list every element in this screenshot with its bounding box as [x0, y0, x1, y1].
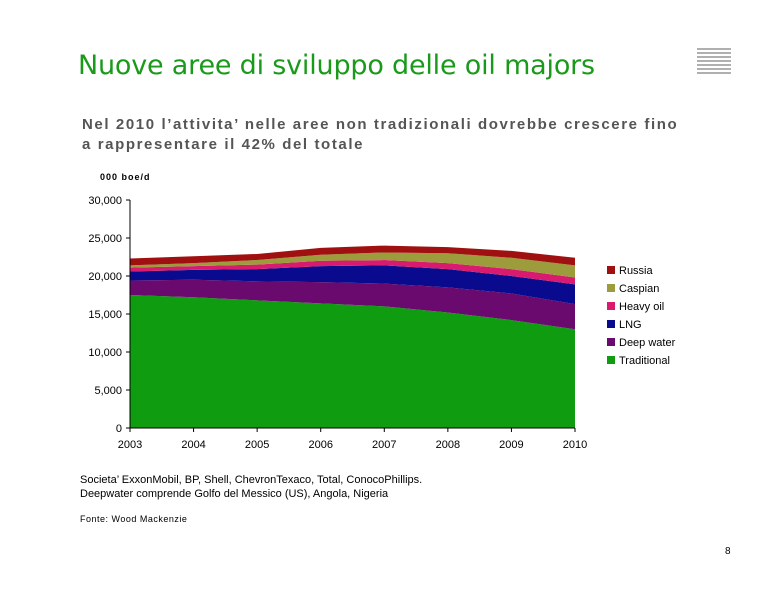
subtitle-line-1: Nel 2010 l’attivita’ nelle aree non trad… [82, 116, 679, 133]
x-tick-label: 2008 [436, 439, 460, 451]
legend-label: LNG [619, 319, 642, 331]
legend-swatch [607, 320, 615, 328]
y-tick-label: 15,000 [88, 309, 122, 321]
y-tick-label: 0 [116, 423, 122, 435]
y-tick-label: 30,000 [88, 195, 122, 207]
legend-swatch [607, 302, 615, 310]
y-tick-label: 20,000 [88, 271, 122, 283]
area-traditional [130, 295, 575, 428]
unit-label: 000 boe/d [100, 172, 151, 182]
area-heavy-oil [130, 260, 575, 285]
chart-legend: Russia Caspian Heavy oil LNG Deep water Tradi… [607, 265, 676, 367]
y-tick-label: 25,000 [88, 233, 122, 245]
legend-label: Traditional [619, 355, 670, 367]
logo-lines-icon [697, 48, 731, 76]
source-note: Fonte: Wood Mackenzie [80, 514, 188, 524]
area-lng [130, 265, 575, 305]
x-tick-label: 2006 [308, 439, 332, 451]
x-tick-label: 2003 [118, 439, 142, 451]
legend-label: Caspian [619, 283, 659, 295]
page-number: 8 [725, 546, 731, 557]
legend-label: Russia [619, 265, 654, 277]
subtitle-line-2: a rappresentare il 42% del totale [82, 136, 365, 153]
x-tick-label: 2004 [181, 439, 205, 451]
chart-areas [130, 245, 575, 428]
y-tick-label: 10,000 [88, 347, 122, 359]
y-tick-label: 5,000 [94, 385, 122, 397]
area-russia [130, 245, 575, 266]
x-tick-label: 2007 [372, 439, 396, 451]
x-tick-label: 2009 [499, 439, 523, 451]
legend-label: Heavy oil [619, 301, 664, 313]
subtitle: Nel 2010 l’attivita’ nelle aree non trad… [82, 115, 732, 155]
legend-swatch [607, 338, 615, 346]
legend-swatch [607, 356, 615, 364]
area-caspian [130, 252, 575, 278]
note-line-2: Deepwater comprende Golfo del Messico (U… [80, 488, 389, 500]
legend-swatch [607, 284, 615, 292]
area-deep-water [130, 279, 575, 330]
legend-swatch [607, 266, 615, 274]
chart-axes: 0 5,000 10,000 15,000 20,000 25,000 30,000 2003… [88, 195, 587, 451]
note-line-1: Societa’ ExxonMobil, BP, Shell, ChevronT… [80, 474, 423, 486]
slide-title: Nuove aree di sviluppo delle oil majors [78, 50, 595, 81]
x-tick-label: 2005 [245, 439, 269, 451]
legend-label: Deep water [619, 337, 676, 349]
x-tick-label: 2010 [563, 439, 587, 451]
